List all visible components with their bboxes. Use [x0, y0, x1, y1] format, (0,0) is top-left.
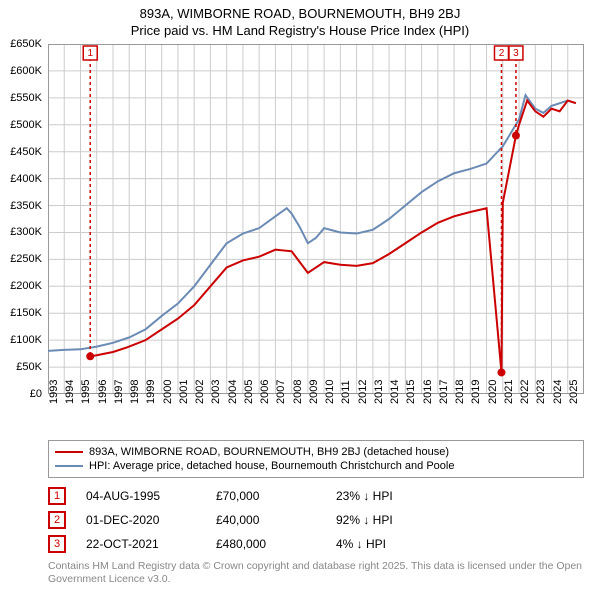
xtick-label: 2007 — [275, 380, 287, 404]
xtick-label: 2024 — [552, 380, 564, 404]
marker-number-box: 1 — [48, 487, 66, 505]
xtick-label: 1994 — [64, 380, 76, 404]
ytick-label: £400K — [10, 173, 42, 185]
legend: 893A, WIMBORNE ROAD, BOURNEMOUTH, BH9 2B… — [48, 440, 584, 478]
ytick-label: £450K — [10, 146, 42, 158]
xtick-label: 1993 — [48, 380, 60, 404]
xtick-label: 2019 — [470, 380, 482, 404]
marker-price: £40,000 — [216, 513, 316, 527]
xtick-label: 2016 — [422, 380, 434, 404]
xtick-label: 2010 — [324, 380, 336, 404]
ytick-label: £250K — [10, 253, 42, 265]
marker-number-box: 2 — [48, 511, 66, 529]
xtick-label: 2004 — [227, 380, 239, 404]
xtick-label: 2012 — [357, 380, 369, 404]
marker-date: 01-DEC-2020 — [86, 513, 196, 527]
marker-date: 22-OCT-2021 — [86, 537, 196, 551]
ytick-label: £350K — [10, 200, 42, 212]
marker-pct: 23% ↓ HPI — [336, 489, 456, 503]
xtick-label: 2009 — [308, 380, 320, 404]
ytick-label: £550K — [10, 92, 42, 104]
xtick-label: 2015 — [405, 380, 417, 404]
chart-subtitle: Price paid vs. HM Land Registry's House … — [0, 21, 600, 38]
xtick-label: 2021 — [503, 380, 515, 404]
footer-attribution: Contains HM Land Registry data © Crown c… — [48, 560, 584, 586]
svg-text:2: 2 — [499, 48, 505, 59]
marker-table: 1 04-AUG-1995 £70,000 23% ↓ HPI 2 01-DEC-2020… — [48, 484, 584, 556]
xtick-label: 1997 — [113, 380, 125, 404]
xtick-label: 2018 — [454, 380, 466, 404]
xtick-label: 2020 — [487, 380, 499, 404]
marker-price: £480,000 — [216, 537, 316, 551]
xtick-label: 1996 — [97, 380, 109, 404]
legend-label: 893A, WIMBORNE ROAD, BOURNEMOUTH, BH9 2B… — [89, 446, 449, 458]
xtick-label: 2000 — [162, 380, 174, 404]
marker-price: £70,000 — [216, 489, 316, 503]
xtick-label: 2013 — [373, 380, 385, 404]
marker-pct: 92% ↓ HPI — [336, 513, 456, 527]
xtick-label: 2011 — [340, 380, 352, 404]
legend-item: 893A, WIMBORNE ROAD, BOURNEMOUTH, BH9 2B… — [55, 445, 577, 459]
y-axis: £0£50K£100K£150K£200K£250K£300K£350K£400… — [0, 44, 46, 394]
plot-svg: 1 23 — [48, 44, 584, 394]
ytick-label: £600K — [10, 65, 42, 77]
xtick-label: 2017 — [438, 380, 450, 404]
xtick-label: 2002 — [194, 380, 206, 404]
marker-row: 1 04-AUG-1995 £70,000 23% ↓ HPI — [48, 484, 584, 508]
marker-number-box: 3 — [48, 535, 66, 553]
chart-title: 893A, WIMBORNE ROAD, BOURNEMOUTH, BH9 2B… — [0, 0, 600, 21]
plot-area: 1 23 — [48, 44, 584, 394]
ytick-label: £150K — [10, 307, 42, 319]
xtick-label: 2023 — [535, 380, 547, 404]
chart-container: 893A, WIMBORNE ROAD, BOURNEMOUTH, BH9 2B… — [0, 0, 600, 590]
ytick-label: £50K — [16, 361, 42, 373]
xtick-label: 2003 — [210, 380, 222, 404]
xtick-label: 1999 — [145, 380, 157, 404]
legend-swatch — [55, 465, 83, 467]
xtick-label: 1998 — [129, 380, 141, 404]
marker-date: 04-AUG-1995 — [86, 489, 196, 503]
legend-item: HPI: Average price, detached house, Bour… — [55, 459, 577, 473]
xtick-label: 2005 — [243, 380, 255, 404]
ytick-label: £0 — [30, 388, 42, 400]
ytick-label: £200K — [10, 280, 42, 292]
ytick-label: £100K — [10, 334, 42, 346]
ytick-label: £300K — [10, 226, 42, 238]
ytick-label: £500K — [10, 119, 42, 131]
xtick-label: 1995 — [80, 380, 92, 404]
marker-row: 3 22-OCT-2021 £480,000 4% ↓ HPI — [48, 532, 584, 556]
xtick-label: 2008 — [292, 380, 304, 404]
xtick-label: 2025 — [568, 380, 580, 404]
marker-row: 2 01-DEC-2020 £40,000 92% ↓ HPI — [48, 508, 584, 532]
marker-pct: 4% ↓ HPI — [336, 537, 456, 551]
svg-text:1: 1 — [87, 48, 93, 59]
xtick-label: 2022 — [519, 380, 531, 404]
xtick-label: 2006 — [259, 380, 271, 404]
legend-swatch — [55, 451, 83, 453]
x-axis: 1993199419951996199719981999200020012002… — [48, 396, 584, 436]
svg-text:3: 3 — [513, 48, 519, 59]
ytick-label: £650K — [10, 38, 42, 50]
xtick-label: 2001 — [178, 380, 190, 404]
xtick-label: 2014 — [389, 380, 401, 404]
legend-label: HPI: Average price, detached house, Bour… — [89, 460, 454, 472]
